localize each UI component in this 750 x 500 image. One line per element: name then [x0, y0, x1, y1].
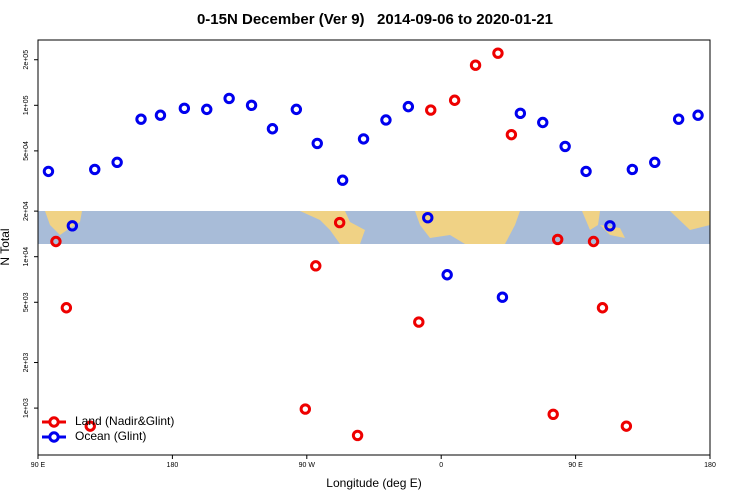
point	[514, 107, 527, 120]
y-tick-label: 1e+05	[23, 95, 30, 115]
x-tick-label: 180	[167, 462, 179, 469]
point	[154, 109, 167, 121]
point	[587, 235, 600, 248]
point	[60, 302, 73, 314]
point	[649, 156, 661, 169]
point	[402, 100, 415, 113]
legend-marker	[48, 416, 60, 428]
point	[469, 59, 482, 71]
point	[299, 403, 312, 415]
point	[580, 165, 592, 178]
point	[425, 104, 437, 116]
y-axis-label: N Total	[0, 228, 12, 265]
x-tick-label: 90 E	[31, 462, 46, 469]
y-tick-label: 1e+04	[23, 247, 30, 267]
point	[537, 116, 549, 129]
x-tick-label: 180	[704, 462, 716, 469]
legend-label: Land (Nadir&Glint)	[75, 414, 174, 428]
point	[692, 109, 704, 121]
point	[551, 233, 564, 246]
point	[496, 291, 509, 303]
point	[201, 103, 213, 116]
point	[620, 420, 633, 432]
point	[547, 408, 559, 420]
x-tick-label: 90 E	[568, 462, 583, 469]
point	[559, 140, 571, 153]
point	[626, 163, 639, 176]
legend-label: Ocean (Glint)	[75, 429, 146, 443]
point	[505, 128, 518, 141]
point	[441, 269, 453, 281]
plot-frame	[37, 39, 711, 456]
map-band	[38, 211, 710, 244]
point	[448, 94, 461, 106]
point	[245, 99, 258, 112]
chart-title: 0-15N December (Ver 9) 2014-09-06 to 202…	[197, 11, 553, 28]
point	[266, 123, 279, 135]
point	[336, 174, 349, 186]
point	[42, 165, 55, 178]
point	[223, 92, 235, 105]
y-tick-label: 1e+03	[23, 398, 30, 418]
point	[596, 302, 609, 314]
y-tick-label: 5e+03	[23, 292, 30, 312]
point	[422, 211, 434, 224]
x-axis-label: Longitude (deg E)	[326, 476, 421, 490]
x-tick-label: 90 W	[299, 462, 316, 469]
point	[89, 163, 101, 176]
point	[380, 114, 392, 126]
point	[111, 156, 123, 169]
point	[311, 137, 323, 150]
point	[84, 420, 96, 432]
y-tick-label: 2e+05	[23, 50, 30, 70]
y-tick-label: 5e+04	[23, 141, 30, 161]
point	[290, 103, 303, 116]
point	[135, 113, 147, 125]
point	[66, 220, 79, 232]
x-tick-label: 0	[439, 462, 443, 469]
y-tick-label: 2e+03	[23, 353, 30, 373]
point	[333, 216, 346, 229]
legend-marker	[48, 431, 60, 443]
point	[351, 429, 364, 442]
y-tick-label: 2e+04	[23, 201, 30, 221]
point	[310, 260, 322, 272]
point	[672, 113, 685, 125]
point	[604, 220, 616, 232]
point	[178, 102, 191, 115]
point	[50, 235, 62, 248]
point	[413, 316, 425, 328]
point	[492, 47, 504, 59]
point	[357, 133, 370, 145]
